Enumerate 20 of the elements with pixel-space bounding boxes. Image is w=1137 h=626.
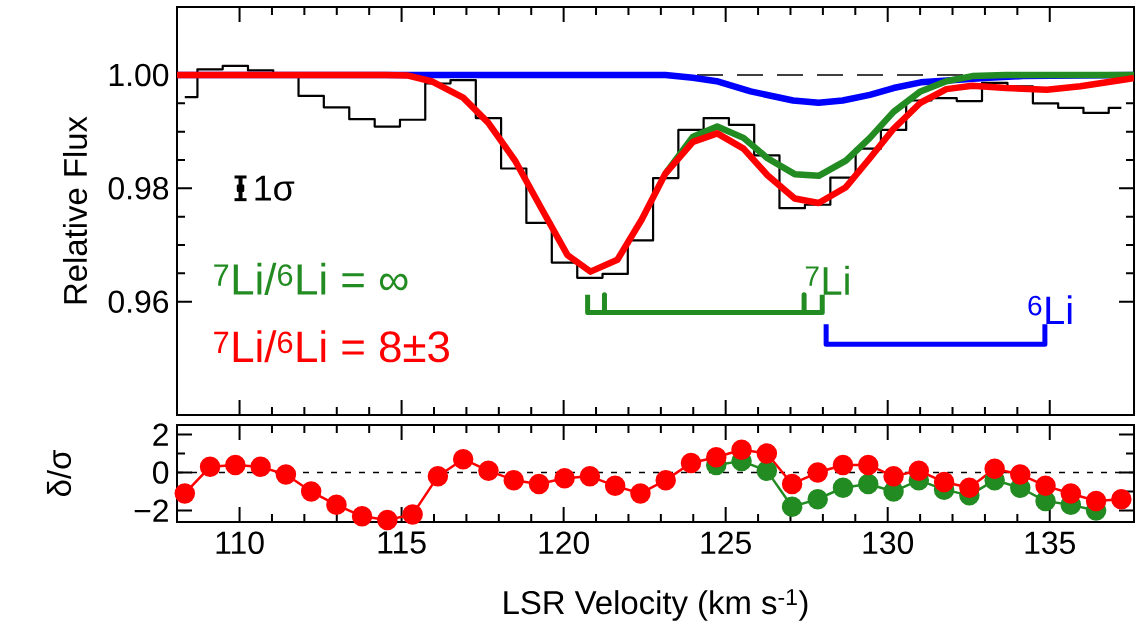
text: $^{7}$Li/$^{6}$Li = ∞ [214, 262, 408, 296]
y-axis-title: Relative Flux [62, 116, 88, 304]
x-tick-label: 130 [863, 531, 914, 555]
x-tick-label: 125 [701, 531, 751, 555]
y-tick-label: 1.00 [109, 63, 169, 87]
y-tick-label: −2 [134, 499, 168, 522]
x-axis-title: LSR Velocity (km s$^{-1}$) [504, 589, 808, 621]
y-axis-title: δ/σ [46, 450, 72, 496]
y-tick-label: 0 [153, 461, 169, 484]
annotation: $^{6}$Li [1028, 295, 1072, 325]
x-tick-label: 110 [216, 531, 264, 555]
y-tick-label: 2 [153, 423, 168, 446]
x-tick-label: 115 [378, 531, 426, 554]
x-tick-label: 135 [1025, 531, 1075, 555]
annotation: $^{7}$Li [805, 265, 849, 295]
y-tick-label: 0.96 [108, 290, 169, 313]
text: $^{7}$Li/$^{6}$Li = 8±3 [214, 330, 449, 363]
y-tick-label: 0.98 [108, 177, 169, 200]
x-tick-label: 120 [539, 531, 589, 555]
annotation: 1σ [255, 175, 295, 201]
